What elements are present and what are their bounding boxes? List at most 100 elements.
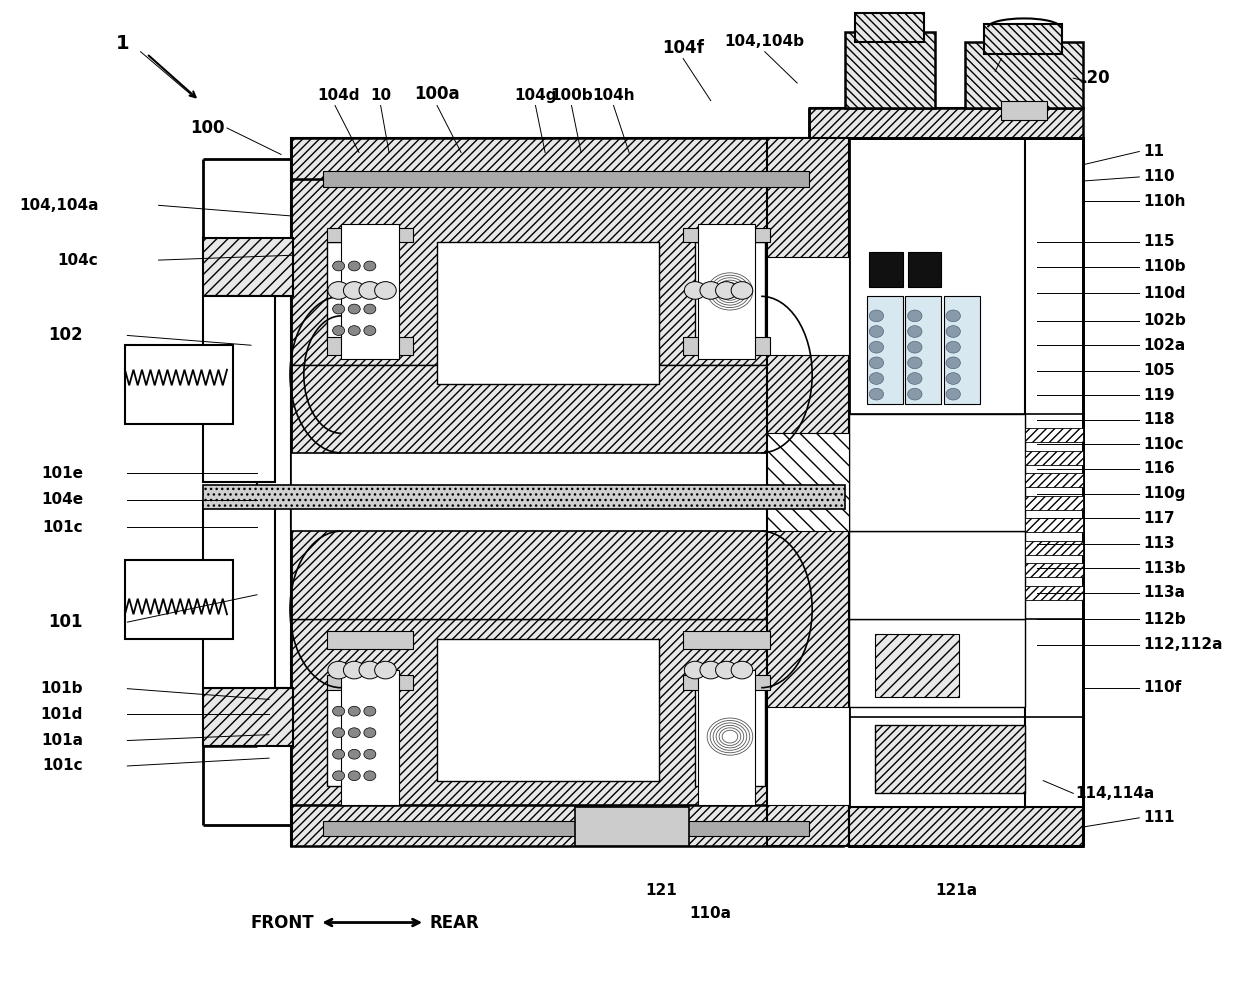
Circle shape xyxy=(869,357,884,369)
Circle shape xyxy=(332,728,345,738)
Bar xyxy=(326,228,413,242)
Text: 104,104a: 104,104a xyxy=(19,198,98,213)
Bar xyxy=(696,242,765,340)
Bar xyxy=(1025,473,1083,487)
Circle shape xyxy=(332,707,345,716)
Circle shape xyxy=(869,310,884,322)
Bar xyxy=(849,413,1025,531)
Bar xyxy=(326,631,413,648)
Circle shape xyxy=(348,261,361,271)
Text: 110g: 110g xyxy=(1143,486,1185,502)
Circle shape xyxy=(332,326,345,336)
Bar xyxy=(698,224,755,359)
Bar xyxy=(849,138,1083,846)
Bar xyxy=(846,32,935,108)
Circle shape xyxy=(363,750,376,759)
Bar xyxy=(849,807,1083,846)
Bar xyxy=(985,25,1063,54)
Circle shape xyxy=(348,707,361,716)
Circle shape xyxy=(715,281,737,299)
Circle shape xyxy=(348,326,361,336)
Circle shape xyxy=(946,310,961,322)
Text: 101c: 101c xyxy=(42,520,83,534)
Text: 110d: 110d xyxy=(1143,286,1185,301)
Bar xyxy=(867,296,903,404)
Text: REAR: REAR xyxy=(430,913,480,932)
Bar xyxy=(324,171,810,187)
Circle shape xyxy=(908,326,923,338)
Bar xyxy=(125,345,233,423)
Bar xyxy=(1025,451,1083,464)
Circle shape xyxy=(343,661,365,679)
Circle shape xyxy=(684,281,706,299)
Text: 105: 105 xyxy=(1143,363,1174,378)
Circle shape xyxy=(946,326,961,338)
Circle shape xyxy=(374,661,397,679)
Text: 100: 100 xyxy=(190,119,224,137)
Text: 110h: 110h xyxy=(1143,194,1185,209)
Circle shape xyxy=(332,282,345,292)
Text: 101d: 101d xyxy=(41,707,83,721)
Circle shape xyxy=(327,661,350,679)
Bar xyxy=(869,252,903,286)
Bar xyxy=(326,675,413,690)
Text: 101: 101 xyxy=(48,613,83,631)
Text: 102a: 102a xyxy=(1143,338,1185,352)
Bar xyxy=(698,670,755,805)
Text: 104h: 104h xyxy=(593,88,635,102)
Circle shape xyxy=(327,281,350,299)
Bar xyxy=(436,242,660,385)
Circle shape xyxy=(363,304,376,314)
Bar xyxy=(875,634,960,698)
Circle shape xyxy=(374,281,397,299)
Bar xyxy=(810,108,1083,138)
Text: 121a: 121a xyxy=(936,884,978,898)
Text: 119: 119 xyxy=(1143,388,1174,402)
Circle shape xyxy=(908,373,923,385)
Circle shape xyxy=(360,661,381,679)
Circle shape xyxy=(946,373,961,385)
Circle shape xyxy=(363,282,376,292)
Bar xyxy=(1025,541,1083,555)
Bar xyxy=(965,42,1083,108)
Circle shape xyxy=(732,281,753,299)
Bar xyxy=(683,228,770,242)
Text: 110c: 110c xyxy=(1143,437,1183,452)
Bar xyxy=(768,257,849,355)
Circle shape xyxy=(332,304,345,314)
Circle shape xyxy=(684,661,706,679)
Text: 104f: 104f xyxy=(662,38,704,57)
Text: 111: 111 xyxy=(1143,810,1174,826)
Text: 104e: 104e xyxy=(41,492,83,508)
Bar xyxy=(683,338,770,355)
Circle shape xyxy=(946,389,961,400)
Text: 112,112a: 112,112a xyxy=(1143,637,1223,652)
Bar xyxy=(854,13,924,42)
Bar xyxy=(944,296,980,404)
Bar xyxy=(326,688,397,785)
Circle shape xyxy=(332,750,345,759)
Text: 104,104b: 104,104b xyxy=(724,33,805,49)
Text: FRONT: FRONT xyxy=(250,913,315,932)
Bar xyxy=(203,688,293,747)
Text: 102b: 102b xyxy=(1143,313,1185,329)
Circle shape xyxy=(348,770,361,780)
Bar xyxy=(875,725,1025,793)
Bar xyxy=(203,502,275,688)
Text: 113b: 113b xyxy=(1143,561,1185,576)
Bar xyxy=(326,242,397,340)
Text: 118: 118 xyxy=(1143,412,1174,427)
Circle shape xyxy=(348,304,361,314)
Bar xyxy=(1025,519,1083,532)
Circle shape xyxy=(348,728,361,738)
Circle shape xyxy=(363,261,376,271)
Bar xyxy=(290,526,843,619)
Circle shape xyxy=(715,661,737,679)
Text: 104d: 104d xyxy=(317,88,360,102)
Bar xyxy=(849,531,1025,619)
Circle shape xyxy=(946,357,961,369)
Text: 102: 102 xyxy=(48,327,83,344)
Text: 112b: 112b xyxy=(1143,612,1185,627)
Bar xyxy=(696,688,765,785)
Circle shape xyxy=(332,770,345,780)
